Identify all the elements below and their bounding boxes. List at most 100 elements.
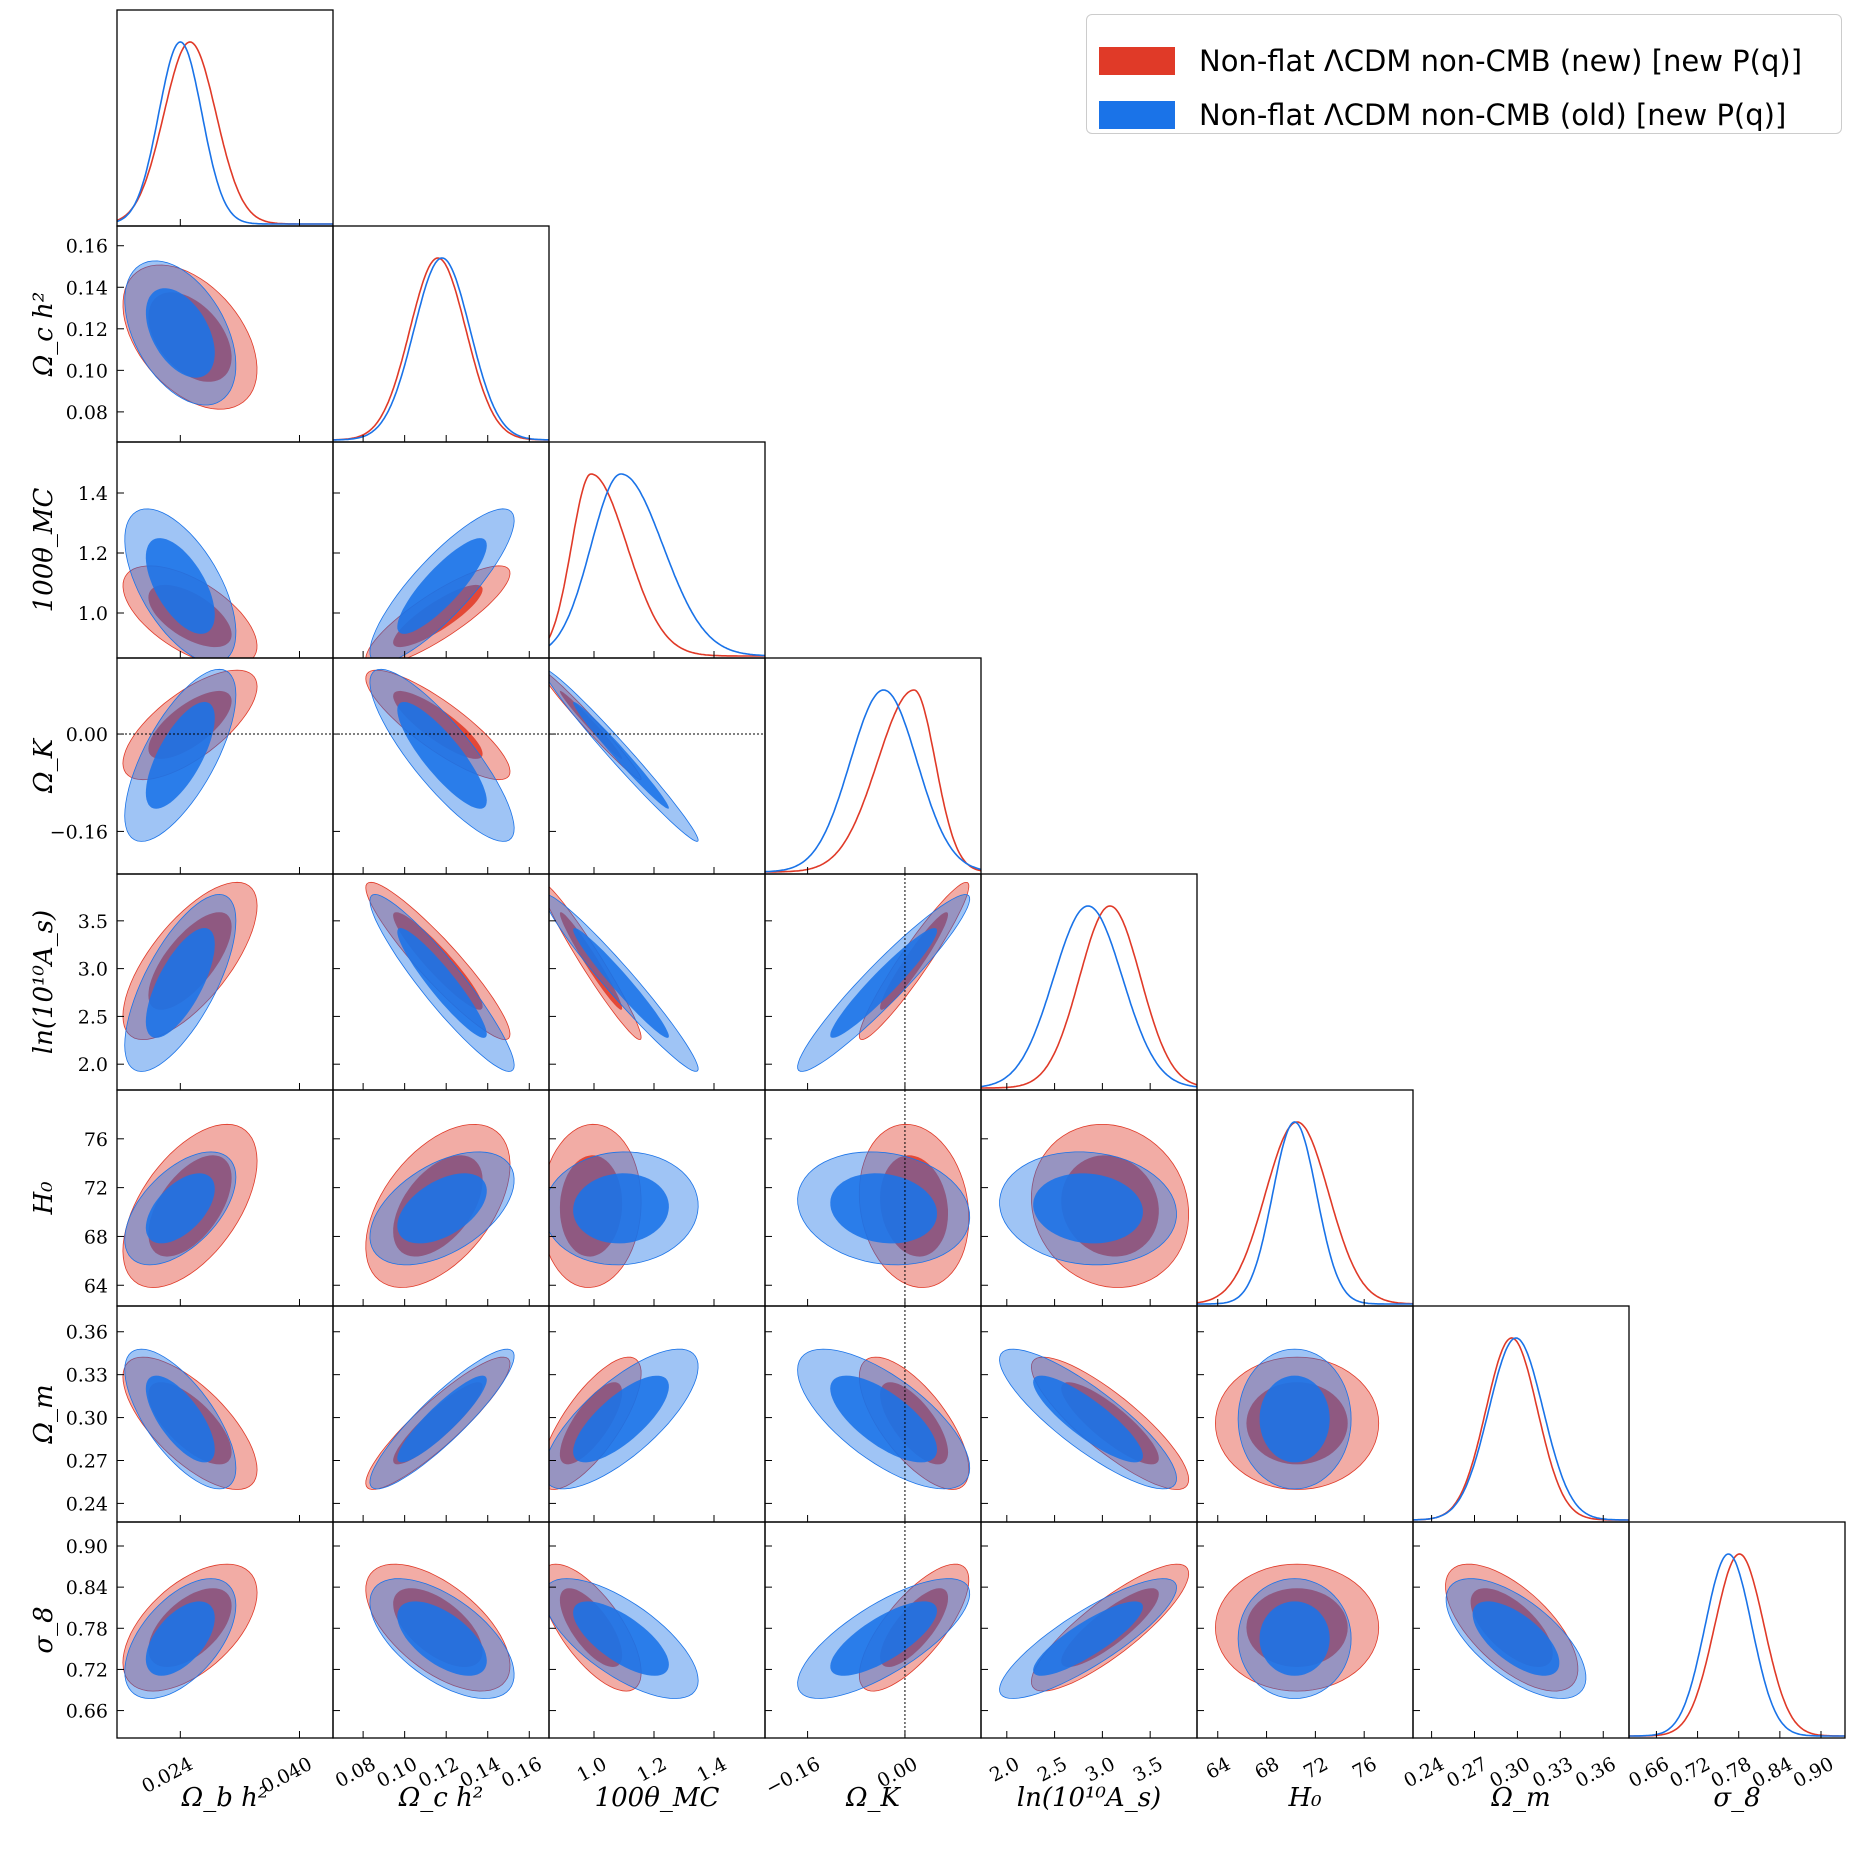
y-tick-label: 0.84 <box>66 1577 108 1599</box>
y-tick-label: 0.12 <box>66 319 108 341</box>
old-contour-68 <box>397 538 487 634</box>
y-tick-label: 0.00 <box>66 724 108 746</box>
marginal-h0 <box>1197 1121 1413 1305</box>
old-contour-68 <box>1259 1601 1330 1676</box>
new-curve-om <box>1413 1337 1629 1521</box>
y-tick-label: 2.0 <box>78 1054 108 1076</box>
legend-swatch-new <box>1099 47 1175 75</box>
marginal-ok <box>765 689 981 873</box>
old-contour-68 <box>573 1375 669 1463</box>
marginal-s8 <box>1629 1553 1845 1737</box>
y-tick-label: 1.4 <box>78 483 108 505</box>
y-axis-label-h0: H₀ <box>29 1181 59 1216</box>
new-contour-68 <box>393 584 483 648</box>
panel-om-vs-och2 <box>365 1348 515 1490</box>
old-contour-68 <box>573 701 669 809</box>
y-tick-label: 0.10 <box>66 360 108 382</box>
new-curve-h0 <box>1197 1121 1413 1305</box>
x-axis-label-h0: H₀ <box>1287 1783 1322 1813</box>
panel-frame <box>1196 1089 1414 1307</box>
x-tick-label: 3.0 <box>1082 1753 1119 1787</box>
y-tick-label: 0.78 <box>66 1618 108 1640</box>
y-tick-label: 0.08 <box>66 402 108 424</box>
panel-h0-vs-obh2 <box>122 1123 258 1289</box>
x-tick-label: 72 <box>1300 1753 1332 1784</box>
old-contour-68 <box>397 928 487 1038</box>
old-curve-och2 <box>333 257 549 441</box>
y-tick-label: 0.30 <box>66 1408 108 1430</box>
y-tick-label: 0.14 <box>66 277 108 299</box>
x-tick-label: 0.16 <box>498 1753 546 1792</box>
panel-frame <box>116 9 334 227</box>
y-tick-label: 0.36 <box>66 1322 108 1344</box>
y-axis-label-om: Ω_m <box>29 1384 59 1444</box>
panel-las-vs-obh2 <box>122 881 258 1072</box>
old-curve-s8 <box>1629 1553 1845 1737</box>
old-contour-68 <box>830 1375 938 1463</box>
y-tick-label: 1.0 <box>78 603 108 625</box>
y-tick-label: 2.5 <box>78 1006 108 1028</box>
y-tick-label: 64 <box>84 1275 108 1297</box>
x-tick-label: 68 <box>1251 1753 1283 1784</box>
old-contour-68 <box>573 928 669 1038</box>
panel-och2-vs-obh2 <box>122 260 258 410</box>
legend-label-new: Non-flat ΛCDM non-CMB (new) [new P(q)] <box>1199 44 1803 78</box>
new-curve-obh2 <box>117 41 333 225</box>
marginal-och2 <box>333 257 549 441</box>
y-tick-label: 1.2 <box>78 543 108 565</box>
old-contour-68 <box>1259 1375 1330 1463</box>
old-contour-68 <box>145 288 215 378</box>
old-contour-68 <box>397 1601 487 1676</box>
old-contour-68 <box>1472 1601 1560 1676</box>
old-curve-h0 <box>1197 1121 1413 1305</box>
y-tick-label: 72 <box>84 1178 108 1200</box>
x-tick-label: 1.2 <box>633 1753 670 1787</box>
x-axis-label-theta: 100θ_MC <box>595 1783 720 1813</box>
panel-theta-vs-obh2 <box>122 508 258 658</box>
panel-ok-vs-theta <box>549 670 699 842</box>
panel-theta-vs-och2 <box>365 508 515 658</box>
panel-las-vs-och2 <box>365 881 515 1072</box>
panel-s8-vs-theta <box>549 1563 699 1699</box>
x-axis-label-ok: Ω_K <box>845 1783 902 1813</box>
y-tick-label: 0.66 <box>66 1701 108 1723</box>
y-tick-label: 0.90 <box>66 1536 108 1558</box>
panel-frame <box>548 873 766 1091</box>
old-curve-om <box>1413 1337 1629 1521</box>
panel-s8-vs-ok <box>797 1563 971 1699</box>
old-contour-68 <box>145 1375 215 1463</box>
old-contour-68 <box>145 538 215 634</box>
panel-frame <box>548 657 766 875</box>
panel-s8-vs-om <box>1445 1563 1587 1699</box>
marginal-las <box>981 905 1197 1089</box>
old-contour-68 <box>830 1173 937 1244</box>
old-contour-68 <box>145 1173 215 1244</box>
x-tick-label: 0.24 <box>1400 1753 1448 1792</box>
panel-frame <box>1628 1521 1846 1739</box>
x-axis-label-s8: σ_8 <box>1713 1783 1760 1813</box>
old-contour-68 <box>397 1375 487 1463</box>
panel-ok-vs-obh2 <box>122 668 258 842</box>
panel-om-vs-h0 <box>1214 1348 1380 1490</box>
panel-om-vs-ok <box>797 1348 971 1490</box>
panel-h0-vs-och2 <box>365 1123 515 1288</box>
panel-frame <box>764 657 982 875</box>
legend-label-old: Non-flat ΛCDM non-CMB (old) [new P(q)] <box>1199 98 1787 132</box>
y-tick-label: 3.0 <box>78 959 108 981</box>
panel-om-vs-obh2 <box>122 1348 258 1490</box>
panel-s8-vs-och2 <box>365 1563 515 1699</box>
y-tick-label: −0.16 <box>50 821 108 843</box>
panel-las-vs-theta <box>549 886 699 1072</box>
old-contour-68 <box>145 1601 215 1676</box>
x-axis-label-las: ln(10¹⁰A_s) <box>1017 1783 1161 1813</box>
x-tick-label: 2.0 <box>986 1753 1023 1787</box>
panel-h0-vs-las <box>999 1124 1189 1288</box>
new-curve-ok <box>765 689 981 873</box>
x-tick-label: 0.27 <box>1443 1753 1491 1792</box>
panel-h0-vs-ok <box>797 1123 971 1288</box>
legend: Non-flat ΛCDM non-CMB (new) [new P(q)] N… <box>1086 14 1842 134</box>
y-tick-label: 0.72 <box>66 1659 108 1681</box>
y-axis-label-och2: Ω_c h² <box>29 292 59 378</box>
old-contour-68 <box>573 1601 669 1676</box>
